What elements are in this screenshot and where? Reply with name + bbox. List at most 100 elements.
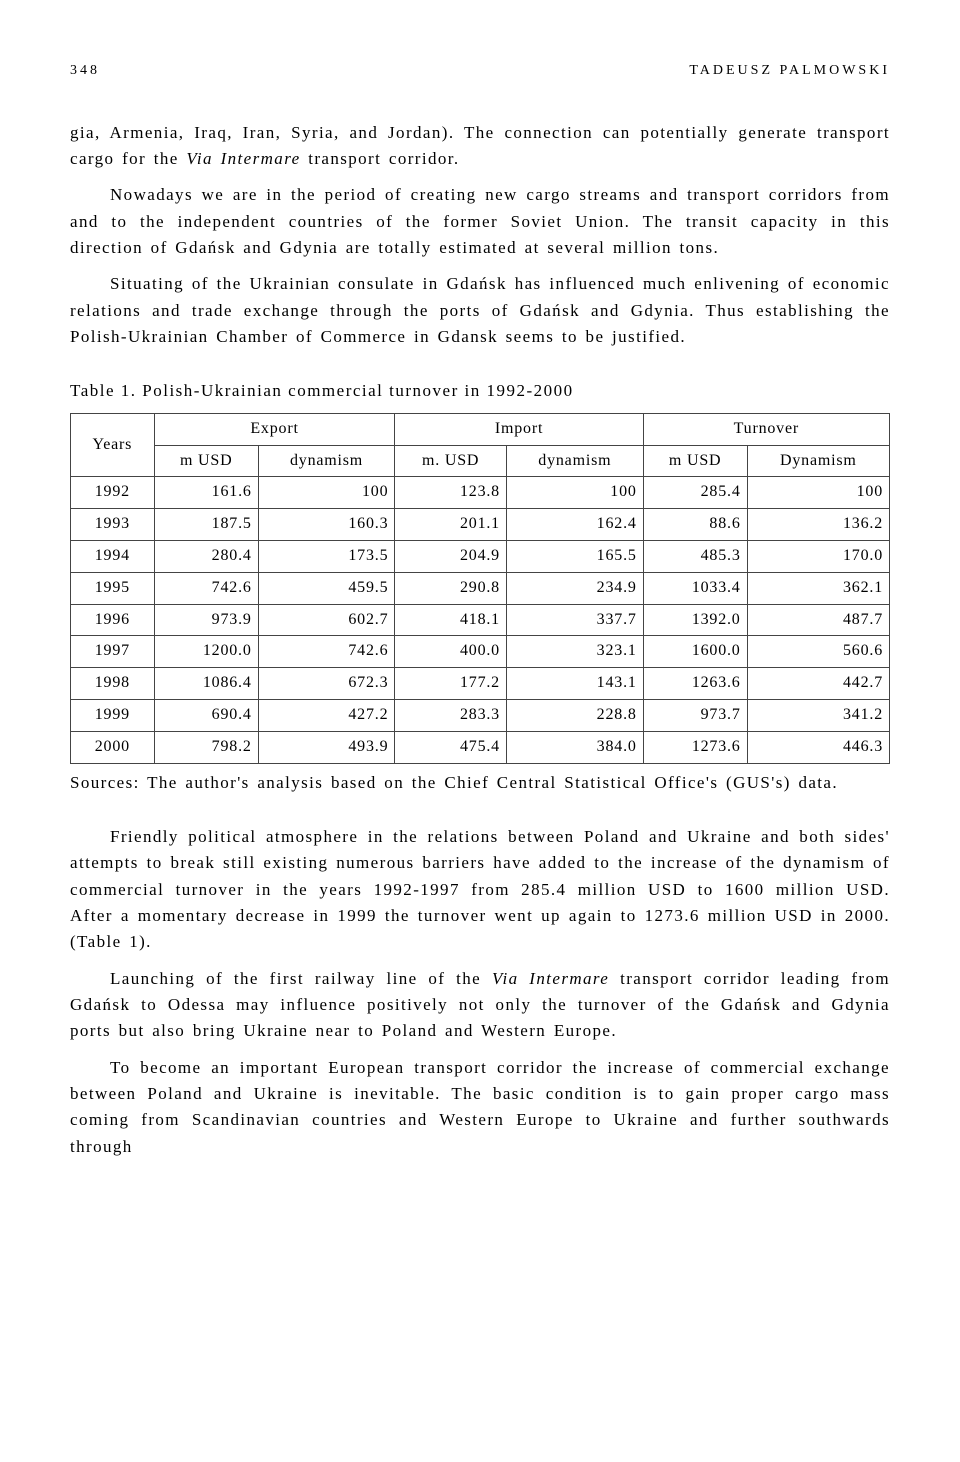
value-cell: 672.3	[258, 668, 395, 700]
value-cell: 973.9	[154, 604, 258, 636]
table-row: 1995742.6459.5290.8234.91033.4362.1	[71, 572, 890, 604]
paragraph-2: Nowadays we are in the period of creatin…	[70, 182, 890, 261]
sub-header-cell: dynamism	[506, 445, 643, 477]
table-row: 1996973.9602.7418.1337.71392.0487.7	[71, 604, 890, 636]
year-cell: 1996	[71, 604, 155, 636]
value-cell: 742.6	[154, 572, 258, 604]
value-cell: 493.9	[258, 731, 395, 763]
value-cell: 234.9	[506, 572, 643, 604]
value-cell: 170.0	[747, 540, 889, 572]
table-row: 1992161.6100123.8100285.4100	[71, 477, 890, 509]
p6-text: To become an important European transpor…	[70, 1058, 890, 1156]
value-cell: 418.1	[395, 604, 507, 636]
table-head: Years Export Import Turnover m USDdynami…	[71, 413, 890, 477]
page-number: 348	[70, 60, 100, 82]
year-cell: 1993	[71, 509, 155, 541]
value-cell: 384.0	[506, 731, 643, 763]
year-cell: 1999	[71, 699, 155, 731]
value-cell: 100	[506, 477, 643, 509]
table-sub-header-row: m USDdynamismm. USDdynamismm USDDynamism	[71, 445, 890, 477]
value-cell: 446.3	[747, 731, 889, 763]
value-cell: 100	[747, 477, 889, 509]
value-cell: 798.2	[154, 731, 258, 763]
sub-header-cell: m USD	[154, 445, 258, 477]
year-cell: 1995	[71, 572, 155, 604]
value-cell: 280.4	[154, 540, 258, 572]
value-cell: 161.6	[154, 477, 258, 509]
table-sources: Sources: The author's analysis based on …	[70, 770, 890, 796]
table-row: 2000798.2493.9475.4384.01273.6446.3	[71, 731, 890, 763]
paragraph-5: Launching of the first railway line of t…	[70, 966, 890, 1045]
value-cell: 100	[258, 477, 395, 509]
value-cell: 459.5	[258, 572, 395, 604]
year-cell: 2000	[71, 731, 155, 763]
p3-text: Situating of the Ukrainian consulate in …	[70, 274, 890, 346]
sub-header-cell: m USD	[643, 445, 747, 477]
table-row: 19971200.0742.6400.0323.11600.0560.6	[71, 636, 890, 668]
table-row: 1994280.4173.5204.9165.5485.3170.0	[71, 540, 890, 572]
value-cell: 602.7	[258, 604, 395, 636]
value-cell: 1273.6	[643, 731, 747, 763]
p5-italic: Via Intermare	[492, 969, 609, 988]
value-cell: 136.2	[747, 509, 889, 541]
p1-italic: Via Intermare	[186, 149, 300, 168]
value-cell: 187.5	[154, 509, 258, 541]
p2-text: Nowadays we are in the period of creatin…	[70, 185, 890, 257]
col-export: Export	[154, 413, 395, 445]
sub-header-cell: m. USD	[395, 445, 507, 477]
value-cell: 560.6	[747, 636, 889, 668]
value-cell: 123.8	[395, 477, 507, 509]
year-cell: 1992	[71, 477, 155, 509]
value-cell: 177.2	[395, 668, 507, 700]
value-cell: 427.2	[258, 699, 395, 731]
value-cell: 162.4	[506, 509, 643, 541]
paragraph-1: gia, Armenia, Iraq, Iran, Syria, and Jor…	[70, 120, 890, 173]
p1-tail: transport corridor.	[301, 149, 460, 168]
author-name: TADEUSZ PALMOWSKI	[689, 60, 890, 82]
value-cell: 487.7	[747, 604, 889, 636]
paragraph-6: To become an important European transpor…	[70, 1055, 890, 1160]
value-cell: 742.6	[258, 636, 395, 668]
page-header: 348 TADEUSZ PALMOWSKI	[70, 60, 890, 82]
value-cell: 1200.0	[154, 636, 258, 668]
value-cell: 160.3	[258, 509, 395, 541]
paragraph-3: Situating of the Ukrainian consulate in …	[70, 271, 890, 350]
value-cell: 1392.0	[643, 604, 747, 636]
p4-text: Friendly political atmosphere in the rel…	[70, 827, 890, 951]
value-cell: 173.5	[258, 540, 395, 572]
year-cell: 1994	[71, 540, 155, 572]
value-cell: 400.0	[395, 636, 507, 668]
value-cell: 1263.6	[643, 668, 747, 700]
value-cell: 1086.4	[154, 668, 258, 700]
turnover-table: Years Export Import Turnover m USDdynami…	[70, 413, 890, 764]
col-turnover: Turnover	[643, 413, 889, 445]
value-cell: 362.1	[747, 572, 889, 604]
value-cell: 204.9	[395, 540, 507, 572]
value-cell: 442.7	[747, 668, 889, 700]
value-cell: 88.6	[643, 509, 747, 541]
value-cell: 283.3	[395, 699, 507, 731]
value-cell: 228.8	[506, 699, 643, 731]
paragraph-4: Friendly political atmosphere in the rel…	[70, 824, 890, 956]
value-cell: 341.2	[747, 699, 889, 731]
col-years: Years	[71, 413, 155, 477]
value-cell: 1033.4	[643, 572, 747, 604]
value-cell: 143.1	[506, 668, 643, 700]
table-title: Table 1. Polish-Ukrainian commercial tur…	[70, 378, 890, 404]
value-cell: 475.4	[395, 731, 507, 763]
value-cell: 201.1	[395, 509, 507, 541]
sub-header-cell: Dynamism	[747, 445, 889, 477]
value-cell: 973.7	[643, 699, 747, 731]
value-cell: 285.4	[643, 477, 747, 509]
year-cell: 1997	[71, 636, 155, 668]
value-cell: 1600.0	[643, 636, 747, 668]
value-cell: 485.3	[643, 540, 747, 572]
table-row: 19981086.4672.3177.2143.11263.6442.7	[71, 668, 890, 700]
value-cell: 690.4	[154, 699, 258, 731]
table-body: 1992161.6100123.8100285.41001993187.5160…	[71, 477, 890, 763]
table-row: 1993187.5160.3201.1162.488.6136.2	[71, 509, 890, 541]
table-group-header-row: Years Export Import Turnover	[71, 413, 890, 445]
col-import: Import	[395, 413, 643, 445]
value-cell: 323.1	[506, 636, 643, 668]
p5a-text: Launching of the first railway line of t…	[110, 969, 492, 988]
